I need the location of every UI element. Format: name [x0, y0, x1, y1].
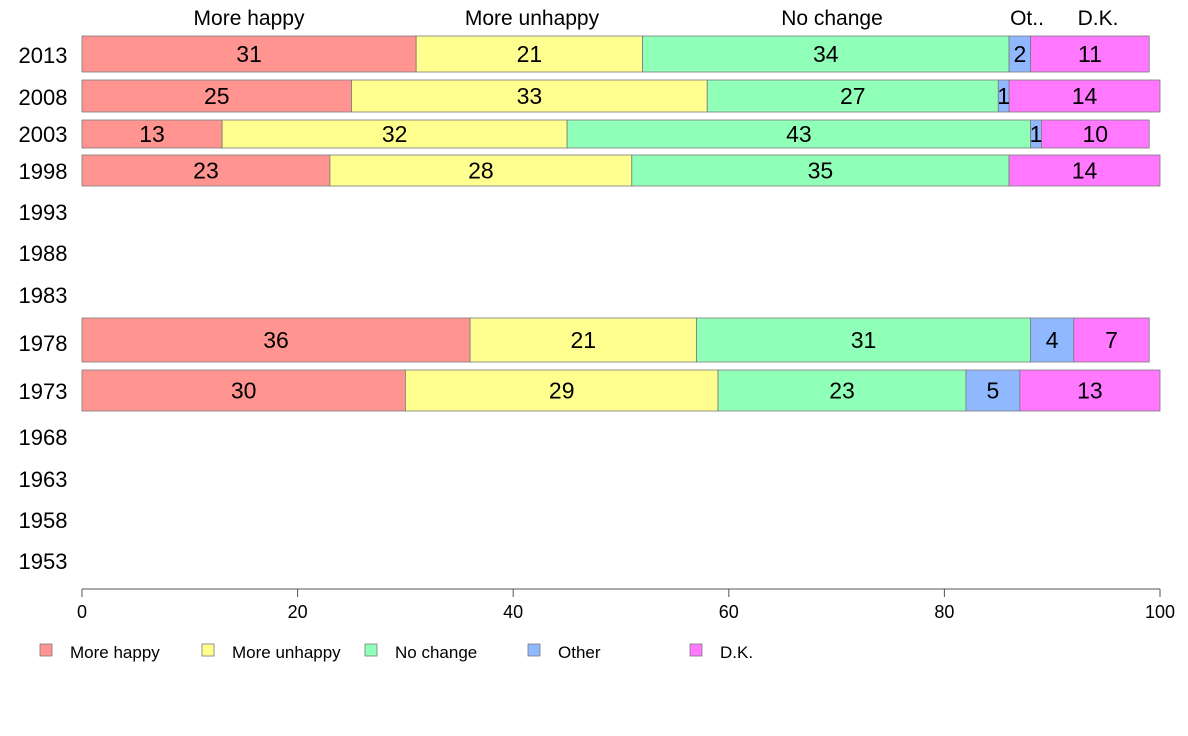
- x-tick-label: 0: [77, 602, 87, 622]
- year-label: 1998: [19, 159, 68, 184]
- bar-segment: [81, 119, 223, 149]
- bar-value-label: 28: [468, 158, 494, 184]
- bar-segment: [642, 35, 1010, 73]
- bar-segment: [696, 317, 1032, 363]
- legend-swatch: [689, 643, 703, 657]
- bar-value-label: 21: [570, 327, 596, 353]
- bar-segment: [566, 119, 1032, 149]
- bar-segment: [81, 154, 331, 187]
- bar-segment: [81, 79, 352, 113]
- bar-value-label: 10: [1083, 121, 1109, 147]
- bar-segment: [1073, 317, 1150, 363]
- year-labels: 2013 2008 2003 1998 1993 1988 1983 1978 1973 1968…: [19, 43, 68, 574]
- year-label: 1958: [19, 508, 68, 533]
- bar-segment: [1030, 35, 1150, 73]
- legend-label: More unhappy: [232, 643, 341, 662]
- column-labels: More happy More unhappy No change Ot.. D.K.: [194, 7, 1119, 30]
- legend-label: D.K.: [720, 643, 753, 662]
- bar-value-label: 11: [1078, 41, 1102, 67]
- bar-value-label: 23: [829, 378, 855, 404]
- bar-segment: [631, 154, 1010, 187]
- bar-segment: [329, 154, 633, 187]
- bar-segment: [1008, 79, 1161, 113]
- bar-value-label: 43: [786, 121, 812, 147]
- column-label: No change: [781, 7, 883, 30]
- x-tick-label: 100: [1145, 602, 1175, 622]
- legend-label: No change: [395, 643, 477, 662]
- year-label: 1973: [19, 379, 68, 404]
- year-label: 1993: [19, 200, 68, 225]
- bar-value-label: 31: [236, 41, 262, 67]
- bar-value-label: 35: [808, 158, 834, 184]
- bar-value-label: 1: [1030, 121, 1043, 147]
- bar-value-label: 25: [204, 83, 230, 109]
- year-label: 2008: [19, 85, 68, 110]
- bar-value-label: 4: [1046, 327, 1059, 353]
- x-axis: 0 20 40 60 80 100: [77, 588, 1175, 622]
- bar-segment: [404, 369, 719, 412]
- bar-value-label: 14: [1072, 83, 1098, 109]
- year-label: 2003: [19, 122, 68, 147]
- bar-segment: [1019, 369, 1161, 412]
- bar-value-label: 13: [139, 121, 165, 147]
- bar-segment: [706, 79, 999, 113]
- bar-value-label: 36: [263, 327, 289, 353]
- bar-segment: [415, 35, 643, 73]
- bar-value-label: 33: [517, 83, 543, 109]
- bar-value-label: 34: [813, 41, 839, 67]
- bar-segment: [81, 317, 471, 363]
- legend-swatch: [39, 643, 53, 657]
- bar-value-label: 23: [193, 158, 219, 184]
- x-tick-label: 40: [503, 602, 523, 622]
- bar-value-label: 30: [231, 378, 257, 404]
- year-label: 1988: [19, 241, 68, 266]
- bar-segment: [1030, 317, 1075, 363]
- year-label: 1968: [19, 425, 68, 450]
- legend-label: Other: [558, 643, 601, 662]
- bar-value-label: 7: [1105, 327, 1118, 353]
- bar-value-label: 1: [997, 83, 1010, 109]
- bar-segment: [351, 79, 708, 113]
- column-label: Ot..: [1010, 7, 1044, 30]
- year-label: 1953: [19, 549, 68, 574]
- legend-swatch: [201, 643, 215, 657]
- x-tick-label: 60: [719, 602, 739, 622]
- bar-value-label: 2: [1013, 41, 1026, 67]
- legend-swatch: [364, 643, 378, 657]
- year-label: 2013: [19, 43, 68, 68]
- column-label: More unhappy: [465, 7, 600, 30]
- x-tick-label: 80: [934, 602, 954, 622]
- bar-value-label: 32: [382, 121, 408, 147]
- bar-segment: [1041, 119, 1150, 149]
- year-label: 1963: [19, 467, 68, 492]
- column-label: D.K.: [1078, 7, 1119, 30]
- bar-value-label: 5: [987, 378, 1000, 404]
- legend: More happy More unhappy No change Other D.K.: [39, 643, 753, 662]
- bar-value-label: 14: [1072, 158, 1098, 184]
- year-label: 1978: [19, 331, 68, 356]
- bar-value-label: 21: [517, 41, 543, 67]
- legend-swatch: [527, 643, 541, 657]
- bar-value-label: 13: [1077, 378, 1103, 404]
- bar-value-label: 27: [840, 83, 866, 109]
- bar-segment: [965, 369, 1021, 412]
- bar-value-label: 29: [549, 378, 575, 404]
- bars: [81, 35, 1161, 412]
- bar-segment: [221, 119, 568, 149]
- bar-segment: [81, 369, 406, 412]
- bar-segment: [81, 35, 417, 73]
- x-tick-label: 20: [288, 602, 308, 622]
- column-label: More happy: [194, 7, 305, 30]
- year-label: 1983: [19, 283, 68, 308]
- bar-segment: [1008, 154, 1161, 187]
- legend-label: More happy: [70, 643, 160, 662]
- bar-value-label: 31: [851, 327, 877, 353]
